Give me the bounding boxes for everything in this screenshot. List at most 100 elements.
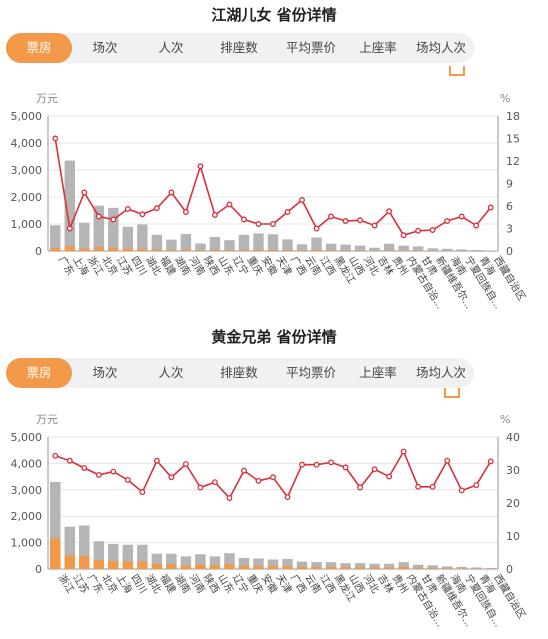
bar-orange bbox=[427, 567, 438, 569]
y2-tick-label: 20 bbox=[506, 497, 520, 510]
bar-gray bbox=[340, 244, 351, 251]
y-tick-label: 5,000 bbox=[11, 431, 43, 444]
bar-orange bbox=[108, 561, 119, 569]
tab-indicator-icon bbox=[444, 388, 460, 398]
left-axis-unit: 万元 bbox=[36, 92, 58, 105]
rate-point bbox=[182, 209, 189, 215]
y-tick-label: 2,000 bbox=[11, 191, 43, 204]
tab-avg-per-show[interactable]: 场均人次 bbox=[415, 40, 466, 55]
bar-gray bbox=[122, 226, 134, 251]
rate-point bbox=[357, 484, 364, 491]
bar-gray bbox=[354, 563, 366, 569]
bar-orange bbox=[253, 565, 264, 569]
bar-orange bbox=[238, 565, 250, 569]
bar-orange bbox=[79, 248, 90, 251]
bar-gray bbox=[122, 544, 134, 569]
tab-box-office[interactable]: 票房 bbox=[6, 358, 72, 388]
tab-avg-price[interactable]: 平均票价 bbox=[285, 365, 336, 380]
bar-orange bbox=[471, 568, 482, 569]
y-tick-label: 0 bbox=[35, 245, 42, 258]
bar-orange bbox=[195, 564, 206, 569]
rate-point bbox=[168, 189, 175, 196]
y2-tick-label: 3 bbox=[506, 223, 513, 236]
rate-point bbox=[139, 489, 146, 496]
bar-orange bbox=[412, 567, 424, 569]
y2-tick-label: 0 bbox=[506, 563, 513, 576]
rate-point bbox=[299, 197, 305, 203]
bar-gray bbox=[325, 562, 337, 569]
tab-attendance[interactable]: 人次 bbox=[158, 365, 184, 380]
tab-avg-per-show[interactable]: 场均人次 bbox=[415, 365, 466, 380]
chart-panel-1: 江湖儿女 省份详情 票房 场次 人次 排座数 平均票价 上座率 场均人次 万元%… bbox=[6, 6, 529, 311]
bar-gray bbox=[311, 237, 322, 251]
left-axis-unit: 万元 bbox=[36, 413, 58, 426]
y-tick-label: 5,000 bbox=[11, 110, 43, 123]
bar-orange bbox=[398, 566, 409, 569]
bar-gray bbox=[50, 481, 61, 569]
y2-tick-label: 18 bbox=[506, 110, 520, 123]
tab-occupancy[interactable]: 上座率 bbox=[359, 365, 397, 380]
metric-tabs: 票房 场次 人次 排座数 平均票价 上座率 场均人次 bbox=[6, 33, 474, 63]
rate-point bbox=[95, 471, 102, 478]
rate-point bbox=[110, 468, 117, 475]
bar-gray bbox=[79, 525, 90, 569]
rate-point bbox=[182, 461, 189, 468]
rate-point bbox=[473, 222, 480, 229]
tab-box-office[interactable]: 票房 bbox=[6, 33, 72, 63]
chart-1-svg: 万元 %01,0002,0003,0004,0005,0000369121518广… bbox=[11, 92, 529, 311]
chart-title: 江湖儿女 省份详情 bbox=[211, 6, 337, 24]
bar-gray bbox=[296, 561, 308, 569]
rate-point bbox=[66, 225, 73, 232]
tab-seats[interactable]: 排座数 bbox=[220, 365, 258, 380]
rate-point bbox=[226, 201, 233, 208]
rate-point bbox=[255, 221, 262, 227]
y2-tick-label: 40 bbox=[506, 431, 520, 444]
rate-point bbox=[328, 459, 335, 466]
bar-orange bbox=[311, 566, 322, 569]
chart-2-svg: 万元 %01,0002,0003,0004,0005,000010203040浙江… bbox=[11, 413, 529, 629]
rate-point bbox=[241, 216, 247, 223]
bar-orange bbox=[122, 561, 134, 569]
bar-gray bbox=[166, 239, 177, 251]
tab-indicator-icon bbox=[449, 66, 465, 76]
bar-gray bbox=[485, 250, 496, 251]
rate-point bbox=[429, 483, 436, 490]
bar-gray bbox=[267, 234, 279, 251]
bar-orange bbox=[209, 249, 221, 251]
y2-tick-label: 9 bbox=[506, 178, 513, 191]
tab-screenings[interactable]: 场次 bbox=[92, 40, 118, 55]
bar-gray bbox=[471, 249, 482, 251]
tab-occupancy[interactable]: 上座率 bbox=[359, 40, 397, 55]
bar-orange bbox=[122, 248, 134, 251]
tab-seats[interactable]: 排座数 bbox=[220, 40, 258, 55]
bar-gray bbox=[166, 553, 177, 569]
tab-avg-price[interactable]: 平均票价 bbox=[285, 40, 336, 55]
bar-gray bbox=[441, 566, 453, 569]
rate-point bbox=[153, 205, 160, 212]
rate-point bbox=[313, 225, 320, 232]
rate-point bbox=[328, 213, 335, 220]
chart-title: 黄金兄弟 省份详情 bbox=[211, 328, 337, 346]
bar-orange bbox=[441, 568, 453, 569]
rate-point bbox=[197, 163, 204, 170]
rate-point bbox=[444, 218, 451, 224]
right-axis-unit: % bbox=[500, 92, 510, 105]
bar-gray bbox=[311, 562, 322, 569]
rate-point bbox=[371, 222, 378, 229]
rate-point bbox=[211, 212, 218, 218]
y2-tick-label: 6 bbox=[506, 200, 513, 213]
bar-orange bbox=[456, 568, 467, 569]
bar-gray bbox=[354, 245, 366, 251]
rate-point bbox=[473, 482, 480, 489]
y2-tick-label: 30 bbox=[506, 464, 520, 477]
rate-point bbox=[124, 476, 131, 483]
tab-screenings[interactable]: 场次 bbox=[92, 365, 118, 380]
tab-attendance[interactable]: 人次 bbox=[158, 40, 184, 55]
rate-point bbox=[386, 208, 393, 215]
bar-gray bbox=[325, 243, 337, 251]
y-tick-label: 2,000 bbox=[11, 510, 43, 523]
bar-orange bbox=[151, 564, 163, 569]
bar-gray bbox=[282, 239, 293, 251]
bar-orange bbox=[311, 249, 322, 251]
bar-orange bbox=[50, 248, 61, 251]
